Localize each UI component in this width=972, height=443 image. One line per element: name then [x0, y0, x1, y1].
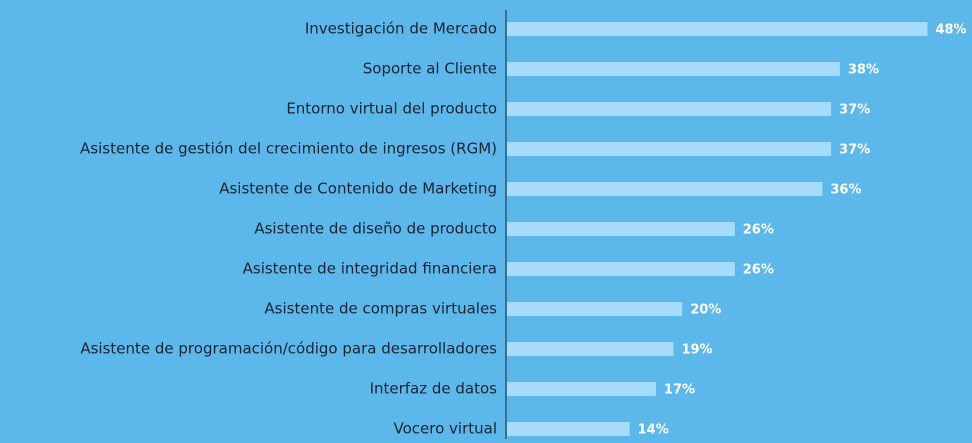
category-label: Entorno virtual del producto [286, 100, 497, 118]
category-label: Asistente de Contenido de Marketing [219, 180, 497, 198]
category-label: Asistente de gestión del crecimiento de … [80, 140, 497, 158]
bar [507, 22, 928, 36]
category-label: Asistente de programación/código para de… [80, 340, 497, 358]
value-label: 20% [690, 303, 721, 318]
bar [507, 382, 656, 396]
category-label: Asistente de diseño de producto [254, 220, 497, 238]
value-label: 48% [935, 23, 966, 38]
category-label: Soporte al Cliente [363, 60, 497, 78]
value-label: 37% [839, 103, 870, 118]
value-label: 26% [743, 223, 774, 238]
bar [507, 62, 840, 76]
value-label: 19% [681, 343, 712, 358]
bar [507, 182, 823, 196]
bar [507, 142, 832, 156]
bar [507, 422, 630, 436]
value-label: 26% [743, 263, 774, 278]
category-label: Investigación de Mercado [305, 20, 497, 38]
value-label: 37% [839, 143, 870, 158]
bar [507, 302, 683, 316]
bar [507, 342, 674, 356]
bar [507, 102, 832, 116]
value-label: 38% [848, 63, 879, 78]
category-label: Vocero virtual [394, 420, 498, 438]
value-label: 14% [638, 423, 669, 438]
value-label: 17% [664, 383, 695, 398]
bar [507, 222, 735, 236]
category-label: Interfaz de datos [370, 380, 498, 398]
bar [507, 262, 735, 276]
category-label: Asistente de compras virtuales [264, 300, 497, 318]
category-label: Asistente de integridad financiera [243, 260, 497, 278]
value-label: 36% [830, 183, 861, 198]
